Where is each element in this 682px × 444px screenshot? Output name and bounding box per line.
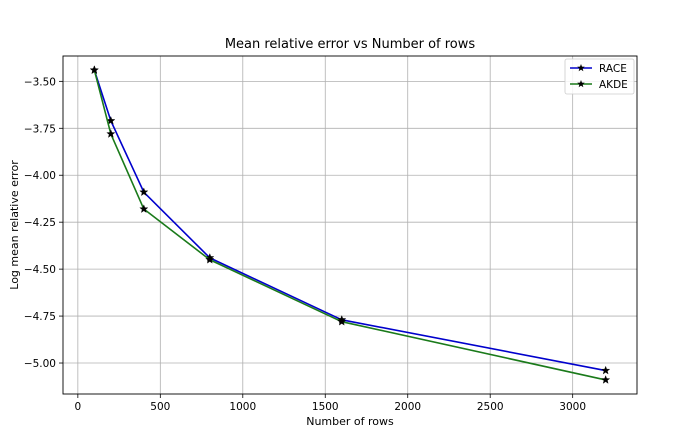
y-tick-label: −3.75 xyxy=(24,123,56,135)
legend-label-akde: AKDE xyxy=(599,79,628,91)
x-axis-label: Number of rows xyxy=(306,415,394,428)
data-point-akde xyxy=(106,129,116,138)
series-line-race xyxy=(93,69,606,372)
y-tick-label: −4.25 xyxy=(24,217,56,229)
y-tick-label: −4.50 xyxy=(24,264,56,276)
y-tick-label: −5.00 xyxy=(24,358,56,370)
chart-title: Mean relative error vs Number of rows xyxy=(225,37,476,52)
data-point-race xyxy=(601,365,611,375)
series-line-akde xyxy=(93,69,606,381)
data-point-akde xyxy=(89,65,99,74)
data-point-akde xyxy=(205,254,215,264)
x-tick-label: 1000 xyxy=(229,401,256,413)
y-tick-label: −4.75 xyxy=(24,311,56,323)
legend-marker-akde xyxy=(577,80,585,88)
data-point-akde xyxy=(601,375,611,384)
axis-ticks: 0 500 1000 1500 2000 2500 3000 −3.50 −3.75 −4.00 −… xyxy=(24,76,586,413)
legend-marker-race xyxy=(577,64,585,72)
series-lines xyxy=(89,65,611,384)
legend: RACE AKDE xyxy=(564,58,635,95)
x-tick-label: 3000 xyxy=(559,401,586,413)
x-tick-label: 2000 xyxy=(394,401,421,413)
x-tick-label: 500 xyxy=(150,401,170,413)
x-tick-label: 2500 xyxy=(477,401,504,413)
series-akde xyxy=(89,65,611,384)
y-tick-label: −3.50 xyxy=(24,76,56,88)
data-point-akde xyxy=(337,316,347,326)
x-tick-label: 0 xyxy=(75,401,82,413)
legend-label-race: RACE xyxy=(599,63,627,75)
plot-frame xyxy=(62,55,638,395)
data-point-race xyxy=(139,187,149,197)
y-axis-label: Log mean relative error xyxy=(8,160,21,290)
data-point-akde xyxy=(139,204,149,213)
grid xyxy=(63,56,637,394)
x-tick-label: 1500 xyxy=(312,401,339,413)
y-tick-label: −4.00 xyxy=(24,170,56,182)
